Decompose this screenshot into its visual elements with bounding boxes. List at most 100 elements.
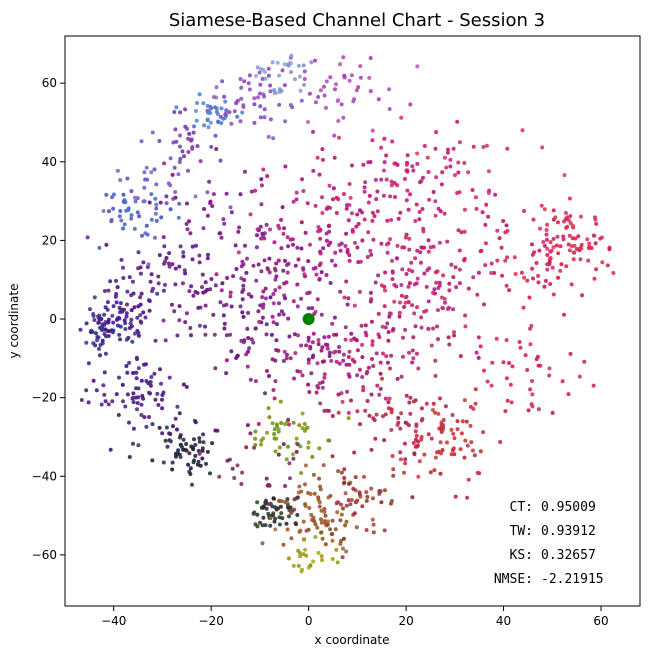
scatter-point [458,447,463,452]
scatter-point [249,337,254,342]
scatter-point [277,445,282,450]
scatter-point [173,416,178,421]
scatter-point [341,358,346,363]
scatter-point [248,431,253,436]
scatter-point [352,450,357,455]
scatter-point [308,242,312,247]
scatter-point [343,325,348,330]
scatter-point [370,138,375,143]
scatter-point [348,195,353,200]
scatter-point [299,246,304,251]
scatter-point [411,441,416,445]
scatter-point [138,319,143,324]
scatter-point [206,125,211,130]
scatter-point [208,471,212,476]
scatter-point [449,262,454,267]
scatter-point [249,294,254,299]
scatter-point [141,310,146,315]
scatter-point [261,167,266,172]
scatter-point [86,400,91,405]
scatter-point [376,97,381,102]
scatter-point [415,276,420,281]
scatter-point [456,228,461,233]
scatter-point [247,346,252,351]
scatter-point [181,437,186,442]
scatter-point [294,436,299,441]
scatter-point [349,73,354,78]
scatter-point [266,511,271,516]
scatter-point [197,439,202,444]
scatter-point [248,377,253,382]
scatter-point [536,407,541,412]
scatter-point [538,226,542,231]
scatter-point [548,256,553,261]
scatter-point [337,135,341,140]
scatter-point [355,212,360,217]
scatter-point [499,245,504,250]
scatter-point [361,388,366,393]
scatter-point [147,308,152,313]
scatter-point [417,459,422,464]
scatter-point [386,338,391,343]
scatter-point [443,404,448,409]
scatter-point [253,379,258,384]
scatter-point [161,288,166,293]
scatter-point [355,498,360,503]
scatter-point [435,324,439,329]
scatter-point [244,445,249,450]
scatter-point [308,492,313,496]
scatter-point [404,198,409,203]
scatter-point [553,215,558,220]
scatter-point [375,209,380,214]
scatter-point [115,285,120,290]
scatter-point [559,262,564,267]
scatter-point [426,238,431,243]
scatter-point [489,383,494,388]
scatter-point [108,279,113,284]
scatter-point [389,183,394,188]
scatter-point [330,532,335,536]
scatter-point [342,467,347,472]
scatter-point [339,470,344,475]
scatter-point [161,460,166,465]
scatter-point [192,124,196,129]
scatter-point [96,320,101,325]
scatter-point [576,234,581,239]
scatter-point [78,327,83,332]
scatter-point [570,244,574,249]
scatter-point [264,322,269,327]
scatter-point [276,223,281,228]
scatter-point [407,236,412,241]
scatter-point [110,313,115,318]
scatter-point [455,427,460,432]
scatter-point [255,500,260,505]
scatter-point [392,299,397,304]
scatter-point [273,268,278,273]
scatter-point [374,197,379,202]
scatter-point [261,289,266,294]
scatter-point [217,474,222,479]
scatter-point [177,264,182,269]
scatter-point [111,320,116,325]
scatter-point [92,295,97,300]
scatter-point [330,538,335,543]
scatter-point [193,442,198,447]
scatter-point [611,271,616,275]
scatter-point [565,224,570,229]
scatter-point [286,556,291,561]
scatter-point [271,320,276,325]
scatter-point [411,399,416,404]
scatter-point [210,441,215,446]
scatter-point [157,425,162,430]
scatter-point [422,309,427,314]
scatter-point [229,304,234,309]
scatter-point [121,265,125,270]
scatter-point [383,270,388,275]
scatter-point [231,274,236,279]
scatter-point [170,460,175,465]
scatter-point [148,279,153,284]
scatter-point [183,107,188,112]
scatter-point [183,271,188,276]
scatter-point [346,218,351,223]
scatter-point [263,286,268,291]
